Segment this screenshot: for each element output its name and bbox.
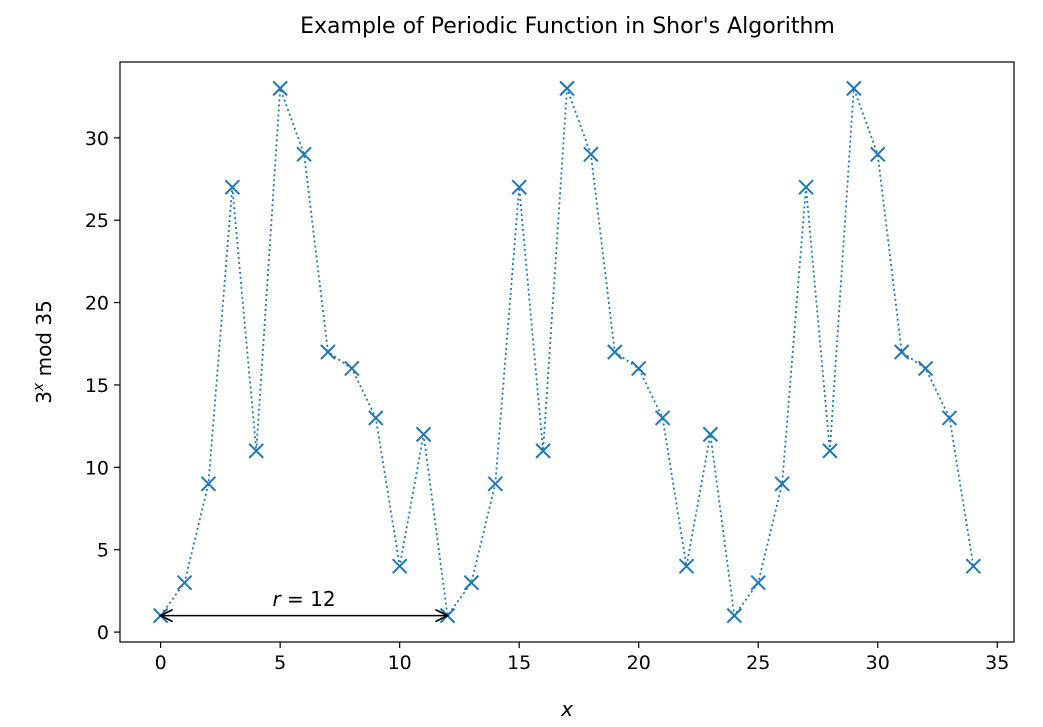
- x-tick-label: 25: [746, 652, 770, 674]
- data-point: [822, 443, 838, 459]
- data-point: [511, 179, 527, 195]
- data-point: [893, 344, 910, 360]
- data-point: [607, 344, 623, 360]
- y-tick-label: 25: [85, 210, 109, 232]
- data-point: [248, 443, 264, 459]
- data-point: [296, 146, 312, 162]
- x-tick-label: 35: [985, 652, 1009, 674]
- data-point: [559, 80, 575, 97]
- y-tick-label: 20: [85, 293, 109, 315]
- x-tick-label: 30: [866, 652, 890, 674]
- data-point: [391, 558, 408, 574]
- data-point: [750, 574, 766, 591]
- y-tick-label: 0: [97, 622, 109, 644]
- period-arrow-head-left: [158, 608, 173, 623]
- period-arrow-head-right: [435, 608, 450, 623]
- data-point: [870, 146, 886, 162]
- x-tick-label: 15: [507, 652, 531, 674]
- chart-title: Example of Periodic Function in Shor's A…: [300, 14, 835, 39]
- data-point: [344, 360, 360, 377]
- data-point: [965, 558, 982, 574]
- y-tick-label: 5: [97, 540, 109, 562]
- data-point: [798, 179, 814, 195]
- data-point: [368, 410, 384, 426]
- data-point: [917, 360, 934, 377]
- data-point: [320, 344, 336, 360]
- data-point: [846, 80, 862, 97]
- data-point: [415, 426, 432, 443]
- data-point: [678, 558, 695, 574]
- data-point: [941, 410, 958, 426]
- data-point: [702, 426, 719, 443]
- y-tick-label: 30: [85, 128, 109, 150]
- data-point: [272, 80, 288, 97]
- data-point: [463, 574, 480, 591]
- data-point: [176, 574, 193, 591]
- axes-frame: [119, 61, 1015, 643]
- series-line: [159, 88, 975, 618]
- data-point: [535, 443, 551, 459]
- x-tick-label: 0: [155, 652, 167, 674]
- data-point: [583, 146, 599, 162]
- y-tick-label: 15: [85, 375, 109, 397]
- y-axis-label: 3x mod 35: [31, 300, 56, 404]
- x-tick-label: 10: [388, 652, 412, 674]
- data-point: [487, 476, 503, 492]
- y-tick-label: 10: [85, 457, 109, 479]
- x-tick-label: 5: [274, 652, 286, 674]
- x-axis-label: x: [560, 697, 573, 721]
- data-point: [200, 476, 217, 492]
- data-point: [631, 360, 647, 377]
- data-point: [224, 179, 241, 195]
- data-point: [774, 476, 790, 492]
- data-point: [654, 410, 671, 426]
- period-annotation-label: r = 12: [272, 587, 335, 611]
- x-tick-label: 20: [627, 652, 651, 674]
- data-point: [726, 607, 743, 624]
